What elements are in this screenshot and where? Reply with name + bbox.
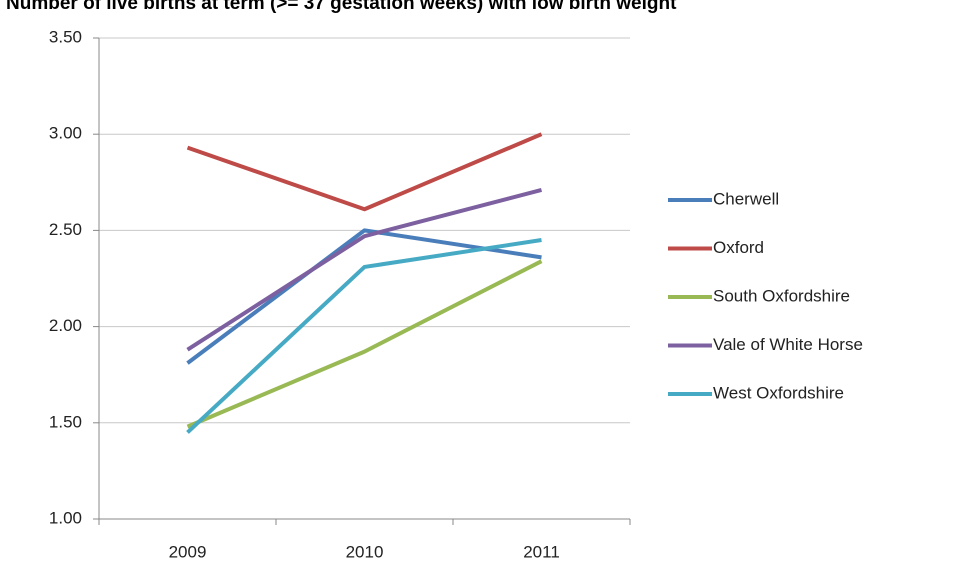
y-tick-label: 1.00 <box>49 508 82 527</box>
series-line <box>186 132 543 212</box>
legend-label: Vale of White Horse <box>713 335 863 354</box>
y-tick-label: 1.50 <box>49 412 82 431</box>
series-line <box>186 228 542 365</box>
y-tick-label: 3.00 <box>49 124 82 143</box>
legend-label: Oxford <box>713 238 764 257</box>
legend-label: West Oxfordshire <box>713 383 844 402</box>
chart-title: Number of live births at term (>= 37 ges… <box>6 0 677 14</box>
x-tick-label: 2010 <box>346 542 384 561</box>
x-tick-label: 2011 <box>523 542 560 561</box>
y-tick-label: 2.00 <box>49 316 82 335</box>
series-line <box>186 259 543 429</box>
x-tick-label: 2009 <box>169 542 207 561</box>
legend-label: South Oxfordshire <box>713 286 850 305</box>
series-line <box>186 188 543 352</box>
y-tick-label: 2.50 <box>49 220 82 239</box>
series-line <box>186 238 542 434</box>
y-tick-label: 3.50 <box>49 27 82 46</box>
legend-label: Cherwell <box>713 189 779 208</box>
